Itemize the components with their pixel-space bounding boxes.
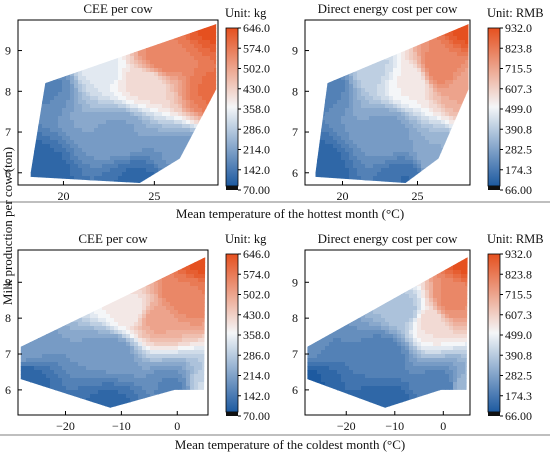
y-tick-label: 6	[5, 166, 11, 180]
colorbar-tick-label: 214.0	[243, 369, 270, 383]
colorbar	[225, 27, 239, 187]
y-tick-label: 7	[292, 347, 298, 361]
colorbar-unit-label: Unit: kg	[225, 6, 267, 20]
colorbar-tick-label: 358.0	[243, 328, 270, 342]
y-tick-label: 8	[5, 84, 11, 98]
contour-field	[20, 257, 206, 408]
y-tick-label: 9	[5, 44, 11, 58]
x-tick-label: −20	[337, 419, 356, 433]
colorbar-tick-label: 574.0	[243, 267, 270, 281]
colorbar-tick-label: 607.3	[505, 308, 532, 322]
x-tick-label: 20	[337, 189, 349, 203]
colorbar-tick-label: 358.0	[243, 102, 270, 116]
colorbar-extend-low	[226, 412, 238, 416]
y-tick-label: 8	[5, 311, 11, 325]
x-tick-label: 25	[148, 189, 160, 203]
plot-frame	[17, 249, 209, 416]
x-tick-label: 20	[57, 189, 69, 203]
colorbar-tick-label: 142.0	[243, 389, 270, 403]
y-tick-label: 9	[5, 275, 11, 289]
colorbar-tick-label: 574.0	[243, 41, 270, 55]
colorbar-tick-label: 607.3	[505, 82, 532, 96]
colorbar-tick-label: 390.8	[505, 122, 532, 136]
colorbar-tick-label: 932.0	[505, 247, 532, 261]
x-tick-label: 0	[174, 419, 180, 433]
colorbar-tick-label: 174.3	[505, 389, 532, 403]
chart-title: CEE per cow	[78, 231, 148, 246]
colorbar-tick-label: 430.0	[243, 308, 270, 322]
colorbar-tick-label: 499.0	[505, 102, 532, 116]
bottom-row-x-axis-label: Mean temperature of the coldest month (°…	[175, 437, 405, 452]
top-row-x-axis-label: Mean temperature of the hottest month (°…	[176, 206, 404, 221]
contour-field	[307, 257, 468, 408]
colorbar-tick-label: 286.0	[243, 348, 270, 362]
y-tick-label: 7	[292, 125, 298, 139]
y-tick-label: 8	[292, 84, 298, 98]
chart-title: Direct energy cost per cow	[318, 231, 458, 246]
y-tick-label: 6	[5, 383, 11, 397]
colorbar-tick-label: 66.00	[505, 409, 532, 423]
contour-field	[315, 24, 469, 183]
colorbar-unit-label: Unit: RMB	[487, 232, 544, 246]
plot-frame	[17, 19, 219, 186]
colorbar-tick-label: 214.0	[243, 143, 270, 157]
colorbar-tick-label: 282.5	[505, 143, 532, 157]
plot-frame	[304, 19, 471, 186]
colorbar	[487, 27, 501, 187]
plot-frame	[304, 249, 471, 416]
x-tick-label: −10	[112, 419, 131, 433]
colorbar-tick-label: 286.0	[243, 122, 270, 136]
colorbar-extend-low	[488, 412, 500, 416]
colorbar-tick-label: 715.5	[505, 62, 532, 76]
colorbar-tick-label: 142.0	[243, 163, 270, 177]
y-tick-label: 8	[292, 311, 298, 325]
colorbar-tick-label: 646.0	[243, 247, 270, 261]
y-tick-label: 7	[5, 347, 11, 361]
chart-title: CEE per cow	[83, 1, 153, 16]
chart-title: Direct energy cost per cow	[318, 1, 458, 16]
x-tick-label: 25	[412, 189, 424, 203]
x-tick-label: −20	[56, 419, 75, 433]
colorbar-extend-low	[226, 186, 238, 190]
colorbar-tick-label: 502.0	[243, 288, 270, 302]
colorbar-tick-label: 646.0	[243, 21, 270, 35]
colorbar-unit-label: Unit: RMB	[487, 6, 544, 20]
shared-y-axis-label: Milk production per cow (ton)	[0, 147, 15, 305]
colorbar-unit-label: Unit: kg	[225, 232, 267, 246]
colorbar-tick-label: 430.0	[243, 82, 270, 96]
x-tick-label: −10	[385, 419, 404, 433]
colorbar	[487, 253, 501, 413]
y-tick-label: 9	[292, 44, 298, 58]
colorbar-tick-label: 390.8	[505, 348, 532, 362]
colorbar-tick-label: 715.5	[505, 288, 532, 302]
colorbar-tick-label: 499.0	[505, 328, 532, 342]
colorbar-extend-low	[488, 186, 500, 190]
chart-panel-2: Direct energy cost per cow 20 25 6 7 8 9 Unit: …	[292, 1, 544, 203]
colorbar-tick-label: 70.00	[243, 409, 270, 423]
y-tick-label: 7	[5, 125, 11, 139]
colorbar	[225, 253, 239, 413]
y-tick-label: 6	[292, 166, 298, 180]
chart-panel-4: Direct energy cost per cow −20 −10 0 6 7 8 9 Uni…	[292, 231, 544, 433]
colorbar-tick-label: 932.0	[505, 21, 532, 35]
colorbar-tick-label: 70.00	[243, 183, 270, 197]
colorbar-tick-label: 282.5	[505, 369, 532, 383]
y-tick-label: 9	[292, 275, 298, 289]
x-tick-label: 0	[440, 419, 446, 433]
contour-field	[30, 24, 217, 183]
y-tick-label: 6	[292, 383, 298, 397]
colorbar-tick-label: 66.00	[505, 183, 532, 197]
colorbar-tick-label: 502.0	[243, 62, 270, 76]
colorbar-tick-label: 174.3	[505, 163, 532, 177]
colorbar-tick-label: 823.8	[505, 267, 532, 281]
colorbar-tick-label: 823.8	[505, 41, 532, 55]
